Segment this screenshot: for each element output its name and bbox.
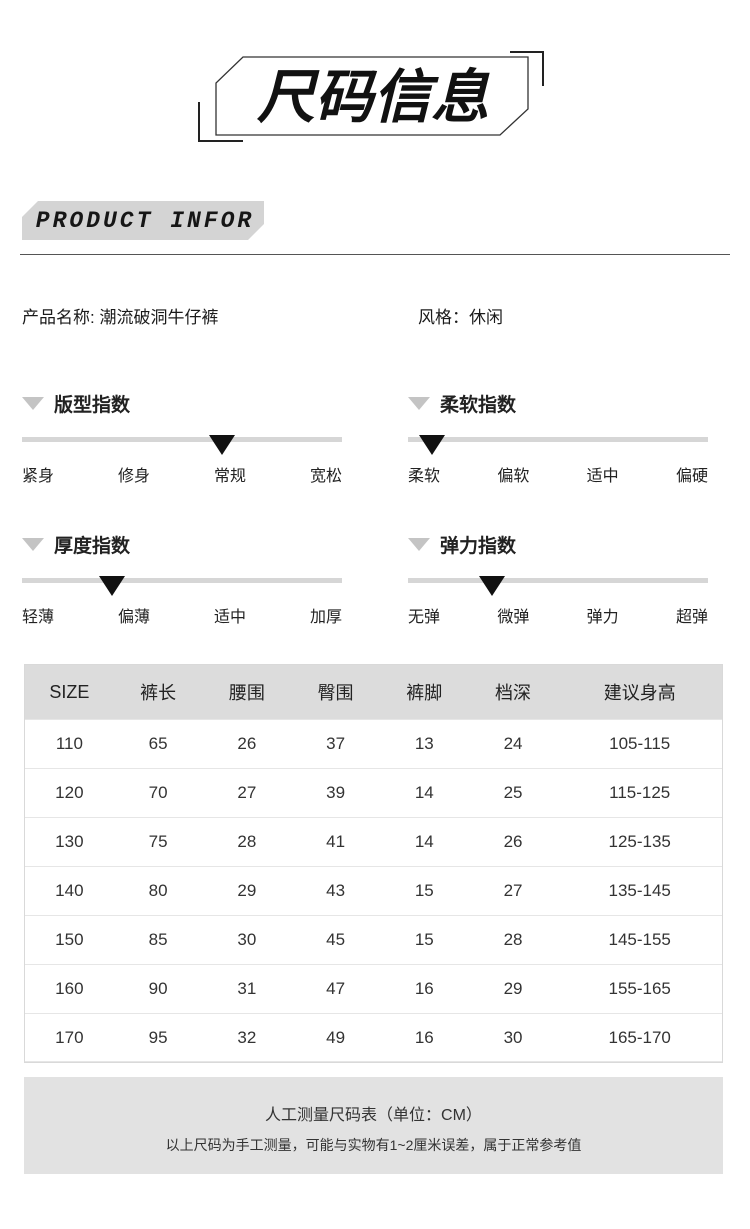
svg-text:尺码信息: 尺码信息: [256, 65, 490, 130]
